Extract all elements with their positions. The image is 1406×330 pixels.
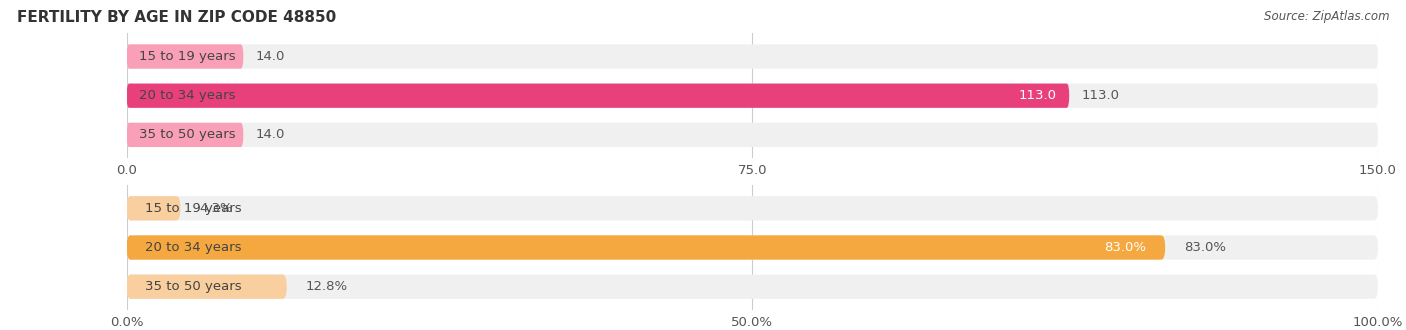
Text: 4.3%: 4.3%: [200, 202, 233, 215]
FancyBboxPatch shape: [127, 235, 1166, 260]
Text: 20 to 34 years: 20 to 34 years: [145, 241, 242, 254]
FancyBboxPatch shape: [127, 123, 1378, 147]
FancyBboxPatch shape: [127, 123, 243, 147]
Text: 83.0%: 83.0%: [1184, 241, 1226, 254]
FancyBboxPatch shape: [127, 196, 180, 220]
FancyBboxPatch shape: [127, 275, 1378, 299]
Text: FERTILITY BY AGE IN ZIP CODE 48850: FERTILITY BY AGE IN ZIP CODE 48850: [17, 10, 336, 25]
FancyBboxPatch shape: [127, 275, 287, 299]
Text: 113.0: 113.0: [1019, 89, 1057, 102]
Text: 15 to 19 years: 15 to 19 years: [145, 202, 242, 215]
Text: Source: ZipAtlas.com: Source: ZipAtlas.com: [1264, 10, 1389, 23]
FancyBboxPatch shape: [127, 44, 1378, 69]
Text: 15 to 19 years: 15 to 19 years: [139, 50, 236, 63]
Text: 14.0: 14.0: [256, 50, 285, 63]
FancyBboxPatch shape: [127, 83, 1378, 108]
FancyBboxPatch shape: [127, 235, 1378, 260]
Text: 20 to 34 years: 20 to 34 years: [139, 89, 236, 102]
Text: 35 to 50 years: 35 to 50 years: [139, 128, 236, 141]
FancyBboxPatch shape: [127, 83, 1069, 108]
Text: 12.8%: 12.8%: [305, 280, 347, 293]
Text: 14.0: 14.0: [256, 128, 285, 141]
FancyBboxPatch shape: [127, 196, 1378, 220]
FancyBboxPatch shape: [127, 44, 243, 69]
Text: 83.0%: 83.0%: [1104, 241, 1146, 254]
Text: 35 to 50 years: 35 to 50 years: [145, 280, 242, 293]
Text: 113.0: 113.0: [1081, 89, 1119, 102]
